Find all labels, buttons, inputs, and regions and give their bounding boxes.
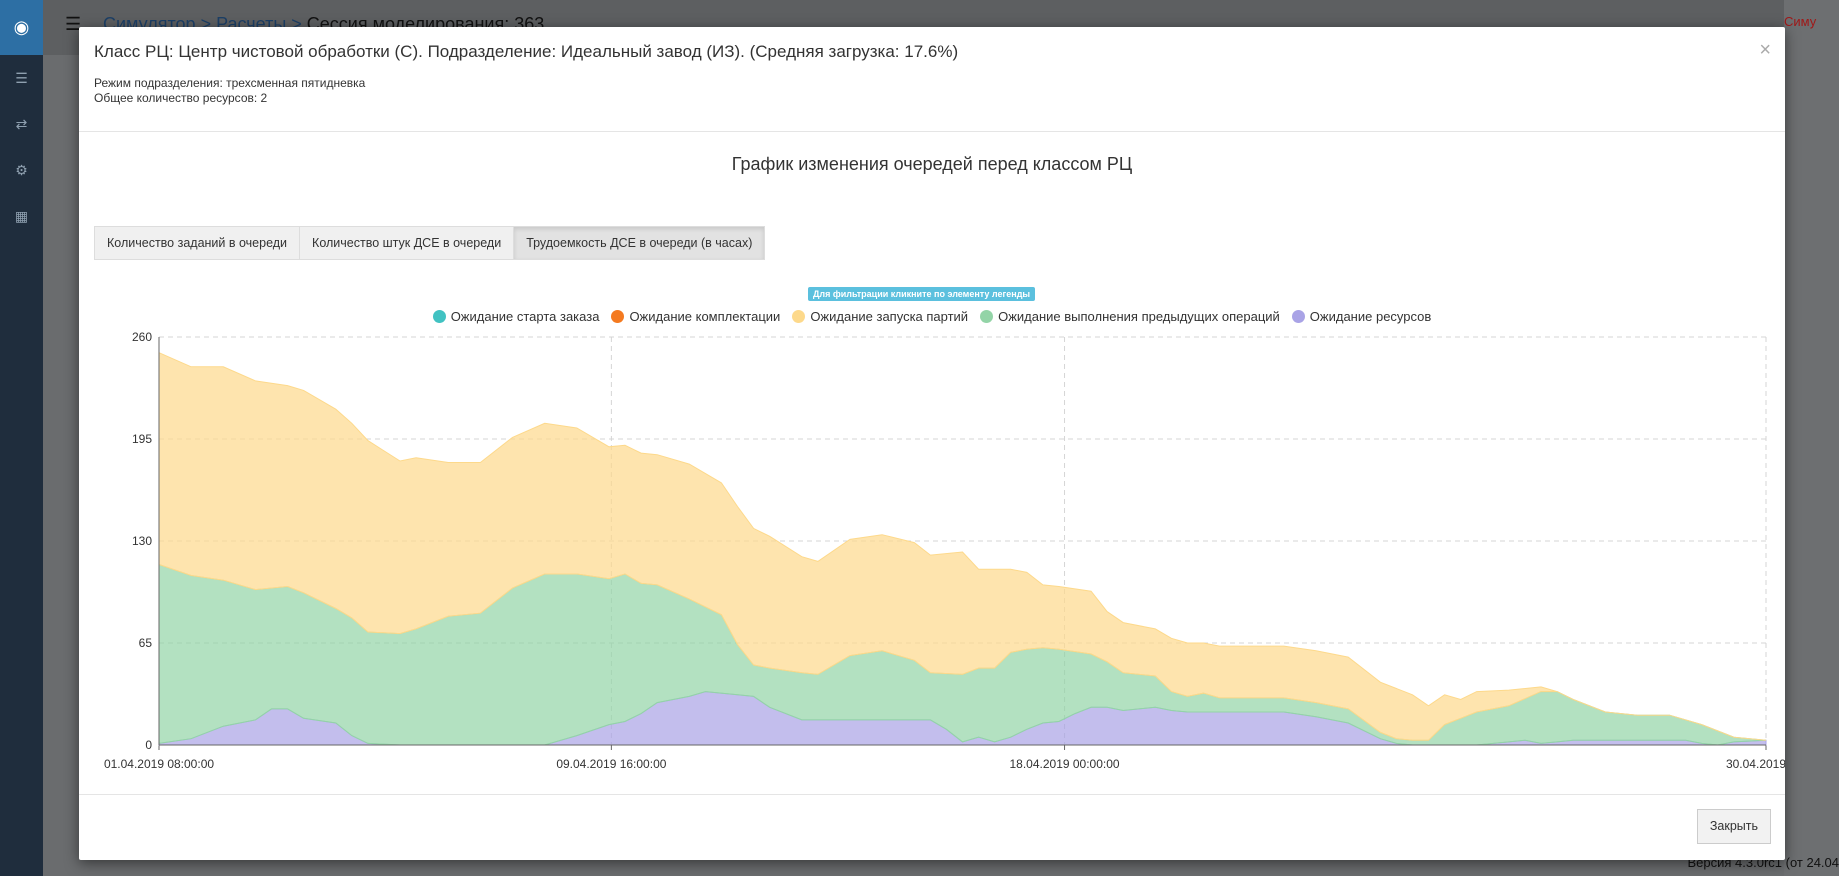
- legend-dot-icon: [1291, 310, 1305, 323]
- y-tick-label: 260: [132, 330, 152, 344]
- legend-label: Ожидание запуска партий: [810, 309, 969, 324]
- y-tick-label: 0: [145, 738, 152, 752]
- close-icon[interactable]: ×: [1759, 39, 1771, 61]
- modal-title: Класс РЦ: Центр чистовой обработки (С). …: [94, 42, 959, 61]
- stacked-area-chart: 0 65 130 195 260 01.04.2019 08:00:00 09.04.201…: [104, 330, 1785, 771]
- transfer-icon[interactable]: ⇄: [15, 115, 28, 132]
- calculator-icon[interactable]: ▦: [14, 207, 29, 224]
- legend-label: Ожидание выполнения предыдущих операций: [998, 309, 1280, 324]
- legend-dot-icon: [792, 310, 806, 323]
- filter-hint: Для фильтрации кликните по элементу леге…: [808, 287, 1036, 301]
- legend-label: Ожидание старта заказа: [450, 309, 600, 324]
- close-button[interactable]: Закрыть: [1696, 809, 1771, 844]
- resources-line: Общее количество ресурсов: 2: [94, 91, 268, 105]
- right-tab[interactable]: Симу: [1784, 14, 1817, 29]
- legend-item[interactable]: Ожидание ресурсов: [1291, 309, 1432, 324]
- legend-dot-icon: [611, 310, 625, 323]
- queue-chart-modal: Класс РЦ: Центр чистовой обработки (С). …: [79, 27, 1785, 860]
- app-sidebar: ◉ ☰ ⇄ ⚙ ▦: [0, 0, 43, 876]
- y-tick-label: 195: [132, 432, 152, 446]
- chart-legend: Ожидание старта заказа Ожидание комплекта…: [79, 309, 1785, 324]
- legend-label: Ожидание комплектации: [629, 309, 781, 324]
- legend-label: Ожидание ресурсов: [1309, 309, 1432, 324]
- legend-dot-icon: [980, 310, 994, 323]
- mode-line: Режим подразделения: трехсменная пятидне…: [94, 76, 366, 90]
- modal-footer: Закрыть: [79, 794, 1785, 860]
- right-panel-dimmed: Симу: [1784, 0, 1839, 876]
- y-tick-label: 65: [139, 636, 153, 650]
- legend-dot-icon: [432, 310, 446, 323]
- gears-icon[interactable]: ⚙: [15, 161, 28, 178]
- chart-tabs: Количество заданий в очереди Количество …: [94, 226, 766, 260]
- list-icon[interactable]: ☰: [15, 69, 28, 86]
- legend-item[interactable]: Ожидание выполнения предыдущих операций: [980, 309, 1280, 324]
- tab-labor-hours[interactable]: Трудоемкость ДСЕ в очереди (в часах): [514, 227, 765, 259]
- x-tick-label: 18.04.2019 00:00:00: [1009, 757, 1119, 771]
- tab-task-count[interactable]: Количество заданий в очереди: [95, 227, 301, 259]
- x-tick-label: 30.04.2019 21:: [1726, 757, 1785, 771]
- modal-header: Класс РЦ: Центр чистовой обработки (С). …: [79, 27, 1785, 132]
- legend-item[interactable]: Ожидание комплектации: [611, 309, 780, 324]
- chart-title: График изменения очередей перед классом …: [731, 154, 1133, 174]
- app-logo-icon[interactable]: ◉: [0, 0, 43, 55]
- modal-info: Режим подразделения: трехсменная пятидне…: [94, 76, 365, 106]
- legend-item[interactable]: Ожидание запуска партий: [792, 309, 968, 324]
- y-tick-label: 130: [132, 534, 152, 548]
- area-series-2: [158, 351, 1767, 741]
- x-tick-label: 09.04.2019 16:00:00: [556, 757, 666, 771]
- x-tick-label: 01.04.2019 08:00:00: [104, 757, 214, 771]
- tab-piece-count[interactable]: Количество штук ДСЕ в очереди: [300, 227, 515, 259]
- legend-item[interactable]: Ожидание старта заказа: [432, 309, 600, 324]
- menu-icon[interactable]: ☰: [65, 14, 82, 34]
